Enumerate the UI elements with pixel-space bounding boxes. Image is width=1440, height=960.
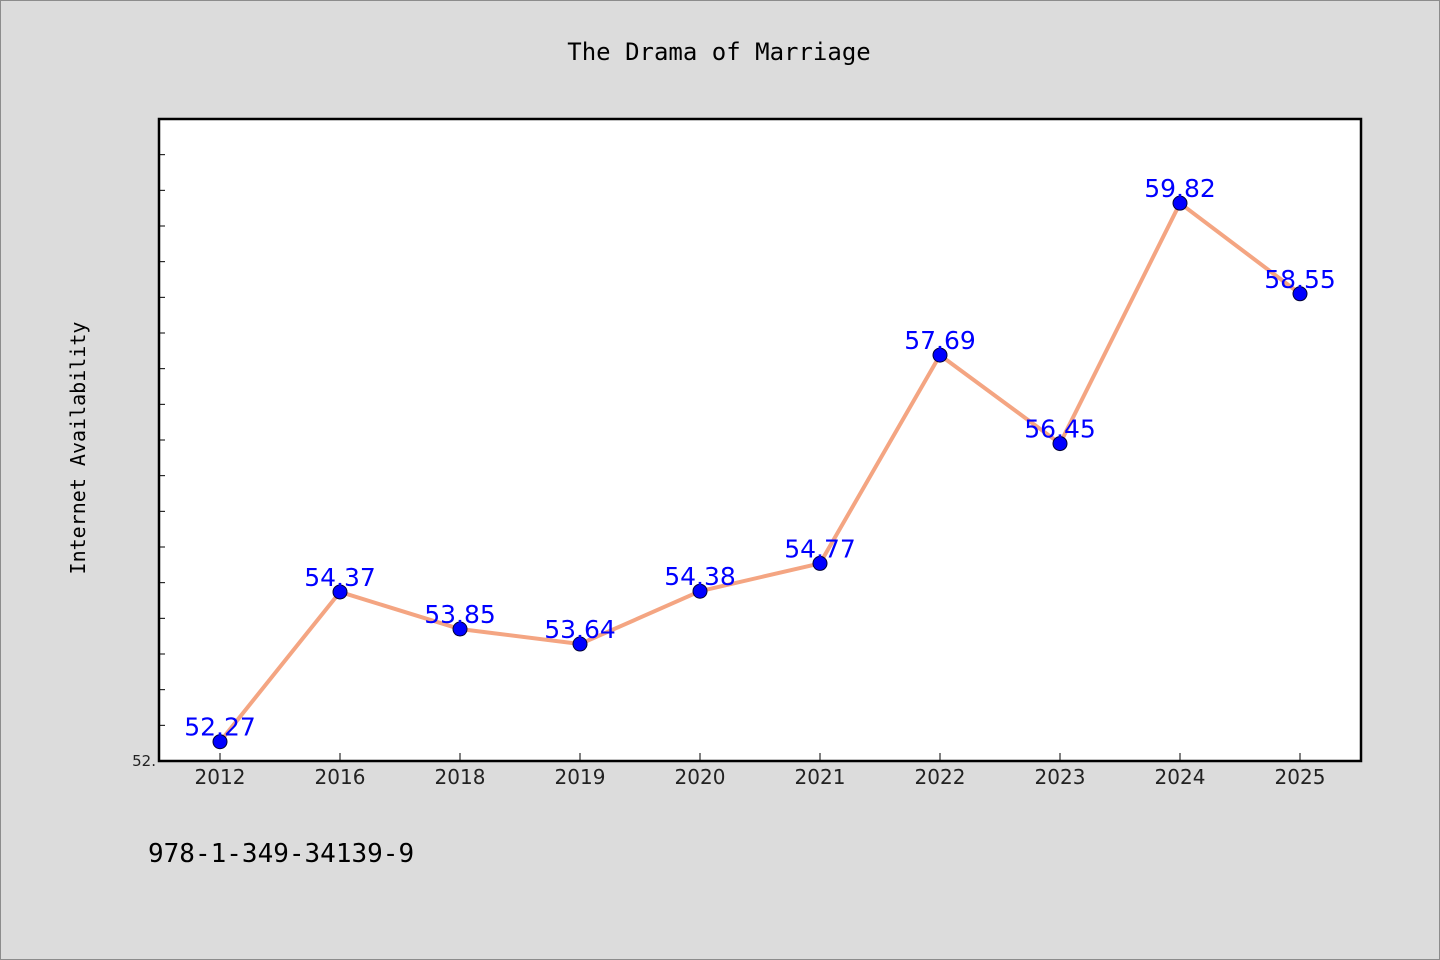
y-tick-label: 52. [132,752,156,770]
x-axis-ticks: 2012 2016 2018 2019 2020 2021 2022 2023 2024 2025 [195,753,1326,789]
data-label: 57.69 [904,326,976,355]
data-label: 53.85 [424,600,496,629]
x-tick-label: 2021 [795,765,846,789]
data-point [1052,436,1068,452]
data-label: 56.45 [1024,415,1096,444]
series-line [218,201,1302,743]
y-axis-ticks: 52. [132,118,165,770]
data-label: 53.64 [544,615,616,644]
data-label: 52.27 [184,713,256,742]
x-tick-label: 2020 [675,765,726,789]
data-point [572,636,588,652]
data-point [812,555,828,571]
data-point [932,347,948,363]
y-axis-label: Internet Availability [66,322,90,575]
data-label: 58.55 [1264,265,1336,294]
isbn-text: 978-1-349-34139-9 [148,839,414,869]
data-point [692,583,708,599]
x-tick-label: 2024 [1155,765,1206,789]
x-tick-label: 2023 [1035,765,1086,789]
data-label: 54.38 [664,562,736,591]
data-label: 59.82 [1144,174,1216,203]
chart-title: The Drama of Marriage [567,38,870,66]
series-layer [212,195,1308,750]
data-point [452,621,468,637]
x-tick-label: 2025 [1275,765,1326,789]
data-point [1292,286,1308,302]
x-tick-label: 2016 [315,765,366,789]
x-tick-label: 2018 [435,765,486,789]
x-tick-label: 2019 [555,765,606,789]
data-label: 54.77 [784,534,856,563]
data-label: 54.37 [304,563,376,592]
data-point [332,584,348,600]
data-point [1172,195,1188,211]
x-tick-label: 2012 [195,765,246,789]
data-labels-layer: 52.27 54.37 53.85 53.64 54.38 54.77 57.69 56.45… [184,174,1336,742]
data-point [212,734,228,750]
plot-area [157,117,1363,763]
x-tick-label: 2022 [915,765,966,789]
